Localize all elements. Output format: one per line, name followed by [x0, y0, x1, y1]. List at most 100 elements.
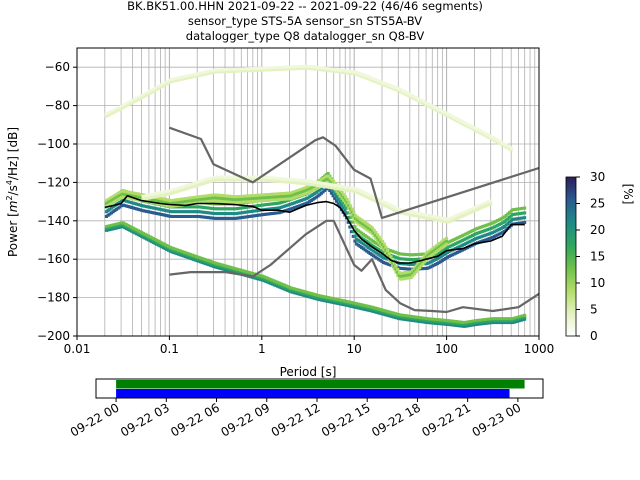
- heatmap-cell: [486, 228, 490, 232]
- y-tick-label: −100: [37, 137, 70, 151]
- heatmap-cell: [445, 220, 449, 224]
- heatmap-cell: [298, 188, 302, 192]
- heatmap-cell: [412, 262, 416, 266]
- heatmap-cell: [474, 322, 478, 326]
- heatmap-cell: [390, 84, 394, 88]
- heatmap-cell: [297, 67, 302, 71]
- heatmap-cell: [266, 195, 270, 199]
- heatmap-cell: [435, 318, 439, 322]
- y-tick-label: −80: [45, 99, 70, 113]
- heatmap-cell: [360, 246, 364, 250]
- heatmap-cell: [361, 305, 365, 309]
- heatmap-cell: [302, 66, 307, 70]
- heatmap-cell: [229, 212, 233, 216]
- heatmap-cell: [433, 245, 437, 249]
- heatmap-cell: [217, 212, 221, 216]
- heatmap-cell: [108, 197, 112, 201]
- heatmap-cell: [492, 235, 496, 239]
- time-tick-label: 09-22 15: [319, 400, 373, 439]
- heatmap-cell: [158, 199, 162, 203]
- heatmap-cell: [116, 195, 120, 199]
- heatmap-cell: [272, 66, 276, 70]
- heatmap-cell: [408, 213, 412, 217]
- heatmap-cell: [494, 219, 498, 223]
- heatmap-cell: [220, 199, 225, 203]
- heatmap-cell: [228, 175, 233, 179]
- heatmap-cell: [237, 200, 242, 204]
- heatmap-cell: [343, 208, 347, 212]
- heatmap-cell: [251, 194, 255, 198]
- heatmap-cell: [198, 256, 203, 260]
- heatmap-cell: [301, 291, 305, 295]
- heatmap-cell: [499, 321, 503, 325]
- heatmap-cell: [462, 322, 466, 326]
- heatmap-cell: [116, 224, 120, 228]
- heatmap-cell: [203, 258, 208, 262]
- heatmap-cell: [492, 321, 496, 325]
- y-tick-label: −180: [37, 291, 70, 305]
- heatmap-cell: [373, 306, 377, 310]
- heatmap-cell: [370, 232, 375, 236]
- heatmap-cell: [306, 293, 310, 297]
- heatmap-cell: [380, 250, 384, 254]
- heatmap-cell: [200, 257, 204, 261]
- heatmap-cell: [424, 255, 428, 259]
- heatmap-cell: [175, 248, 179, 252]
- heatmap-cell: [437, 318, 441, 322]
- heatmap-cell: [208, 216, 213, 220]
- heatmap-cell: [302, 294, 307, 298]
- heatmap-cell: [413, 257, 418, 261]
- heatmap-cell: [435, 108, 439, 112]
- heatmap-cell: [247, 272, 251, 276]
- heatmap-cell: [255, 66, 260, 70]
- heatmap-cell: [183, 184, 187, 188]
- heatmap-cell: [212, 178, 216, 182]
- heatmap-cell: [257, 275, 261, 279]
- heatmap-cell: [395, 206, 399, 210]
- heatmap-cell: [145, 205, 149, 209]
- heatmap-cell: [329, 191, 334, 195]
- heatmap-cell: [277, 176, 281, 180]
- heatmap-cell: [514, 222, 518, 226]
- heatmap-cell: [240, 178, 244, 182]
- heatmap-cell: [281, 286, 285, 290]
- heatmap-cell: [111, 200, 115, 204]
- heatmap-cell: [421, 212, 426, 216]
- heatmap-cell: [499, 319, 503, 323]
- heatmap-cell: [475, 236, 480, 240]
- heatmap-cell: [237, 69, 241, 73]
- heatmap-cell: [447, 220, 451, 224]
- colorbar-tick-label: 10: [590, 276, 605, 290]
- heatmap-cell: [521, 221, 525, 225]
- heatmap-cell: [321, 298, 325, 302]
- heatmap-cell: [192, 214, 196, 218]
- heatmap-cell: [511, 319, 515, 323]
- heatmap-cell: [323, 66, 327, 70]
- heatmap-cell: [450, 323, 454, 327]
- heatmap-cell: [311, 188, 316, 192]
- heatmap-cell: [346, 71, 350, 75]
- heatmap-cell: [118, 196, 122, 200]
- heatmap-cell: [304, 294, 308, 298]
- heatmap-cell: [426, 253, 430, 257]
- heatmap-cell: [472, 128, 476, 132]
- heatmap-cell: [483, 204, 488, 208]
- heatmap-cell: [368, 305, 372, 309]
- heatmap-cell: [347, 206, 351, 210]
- heatmap-cell: [459, 324, 463, 328]
- heatmap-cell: [269, 192, 274, 196]
- heatmap-cell: [398, 252, 402, 256]
- heatmap-cell: [391, 258, 395, 262]
- heatmap-cell: [118, 194, 122, 198]
- heatmap-cell: [400, 317, 404, 321]
- heatmap-cell: [185, 187, 189, 191]
- heatmap-cell: [200, 215, 204, 219]
- heatmap-cell: [247, 175, 251, 179]
- heatmap-cell: [392, 264, 396, 268]
- heatmap-cell: [175, 190, 179, 194]
- heatmap-cell: [362, 223, 366, 227]
- heatmap-cell: [264, 212, 268, 216]
- heatmap-cell: [282, 199, 287, 203]
- heatmap-cell: [319, 181, 323, 185]
- heatmap-cell: [215, 193, 220, 197]
